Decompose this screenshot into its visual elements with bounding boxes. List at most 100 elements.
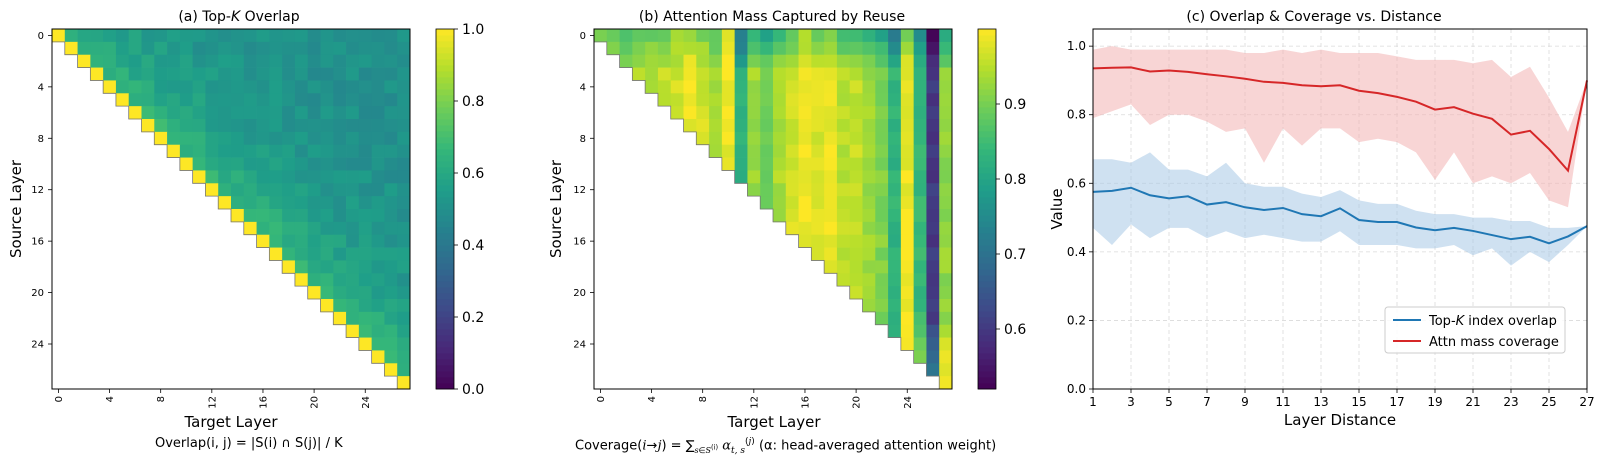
heatmap-cell (333, 299, 347, 313)
heatmap-cell (179, 41, 193, 56)
heatmap-cell (670, 80, 684, 94)
heatmap-cell (346, 54, 360, 68)
heatmap-cell (269, 106, 283, 120)
heatmap-cell (683, 106, 697, 120)
heatmap-cell (77, 41, 91, 56)
axis-ticks-c: 1 3 5 7 9 11 13 15 17 19 21 23 25 270.00.20.40.60.81.… (1067, 39, 1595, 409)
y-tick-label: 16 (573, 237, 586, 248)
heatmap-cell (849, 144, 863, 158)
heatmap-cell (384, 170, 398, 184)
heatmap-cell (939, 67, 953, 81)
heatmap-cell (811, 247, 825, 261)
heatmap-cell (811, 234, 825, 248)
legend-label-overlap: Top-K index overlap (1428, 314, 1557, 329)
heatmap-cell (798, 119, 812, 133)
heatmap-cell (205, 93, 219, 107)
heatmap-cell (243, 157, 257, 171)
heatmap-cell (913, 67, 927, 81)
heatmap-cell (384, 273, 398, 287)
heatmap-cell (862, 247, 876, 261)
heatmap-cell (346, 157, 360, 171)
colorbar-segment (978, 269, 996, 276)
heatmap-cell (760, 119, 774, 133)
heatmap-cell (862, 106, 876, 120)
heatmap-cell (900, 299, 914, 313)
heatmap-cell (333, 260, 347, 274)
heatmap-cell (384, 119, 398, 133)
colorbar-segment (978, 113, 996, 120)
heatmap-cell (849, 170, 863, 184)
heatmap-cell (179, 106, 193, 120)
heatmap-cell (397, 221, 411, 236)
heatmap-cell (141, 106, 155, 120)
heatmap-cell (875, 273, 889, 287)
colorbar-segment (436, 335, 454, 342)
heatmap-cell (862, 260, 876, 274)
heatmap-cell (747, 93, 761, 107)
heatmap-cell (888, 54, 902, 68)
heatmap-cell (243, 221, 257, 236)
x-tick-label: 13 (1313, 395, 1328, 409)
heatmap-cell (913, 196, 927, 210)
heatmap-cell (358, 273, 372, 287)
heatmap-cell (875, 260, 889, 274)
heatmap-cell (358, 260, 372, 274)
heatmap-cell (320, 119, 334, 133)
heatmap-cell (256, 80, 270, 94)
heatmap-cell (670, 67, 684, 81)
heatmap-cell (128, 29, 142, 43)
heatmap-cell (346, 183, 360, 197)
heatmap-cell (269, 54, 283, 68)
heatmap-cell (320, 131, 334, 146)
heatmap-cell (167, 106, 181, 120)
heatmap-cell (294, 183, 309, 197)
heatmap-cell (269, 247, 283, 261)
heatmap-cell (218, 183, 232, 197)
heatmap-cell (397, 311, 411, 326)
heatmap-cell (824, 54, 838, 68)
heatmap-cell (269, 119, 283, 133)
heatmap-cell (747, 54, 761, 68)
heatmap-cell (167, 144, 181, 158)
series-line-0 (1092, 186, 1588, 245)
colorbar-segment (978, 41, 996, 48)
heatmap-cell (179, 80, 193, 94)
heatmap-cell (333, 286, 347, 300)
heatmap-cell (811, 119, 825, 133)
heatmap-cell (811, 54, 825, 68)
colorbar-tick-label: 1.0 (462, 22, 484, 38)
heatmap-cell (888, 170, 902, 184)
heatmap-cell (358, 299, 372, 313)
heatmap-cell (269, 170, 283, 184)
heatmap-cell (384, 183, 398, 197)
heatmap-cell (333, 131, 347, 146)
heatmap-cell (760, 131, 774, 146)
x-tick-label: 3 (1127, 395, 1135, 409)
heatmap-cell (384, 311, 398, 326)
heatmap-cell (371, 196, 385, 210)
heatmap-cell (849, 286, 863, 300)
heatmap-cell (333, 170, 347, 184)
heatmap-cell (734, 54, 748, 68)
heatmap-cell (939, 29, 953, 43)
heatmap-cell (397, 29, 411, 43)
heatmap-cell (128, 93, 142, 107)
axis-ticks-b: 0 4 8 12 16 20 24 0 4 8 12 16 20 24 (573, 31, 913, 409)
heatmap-cell (926, 131, 940, 146)
heatmap-cell (773, 183, 787, 197)
colorbar-segment (978, 167, 996, 174)
heatmap-cell (900, 131, 914, 146)
heatmap-cell (849, 273, 863, 287)
heatmap-cell (154, 67, 168, 81)
heatmap-cell (294, 67, 309, 81)
heatmap-cell (256, 144, 270, 158)
heatmap-cell (192, 119, 206, 133)
heatmap-cell (307, 106, 321, 120)
heatmap-cell (900, 337, 914, 351)
heatmap-cell (773, 131, 787, 146)
colorbar-segment (978, 53, 996, 60)
chart-title-b: (b) Attention Mass Captured by Reuse (639, 9, 905, 25)
heatmap-cell (231, 196, 245, 210)
heatmap-cell (371, 337, 385, 351)
heatmap-cell (346, 209, 360, 223)
